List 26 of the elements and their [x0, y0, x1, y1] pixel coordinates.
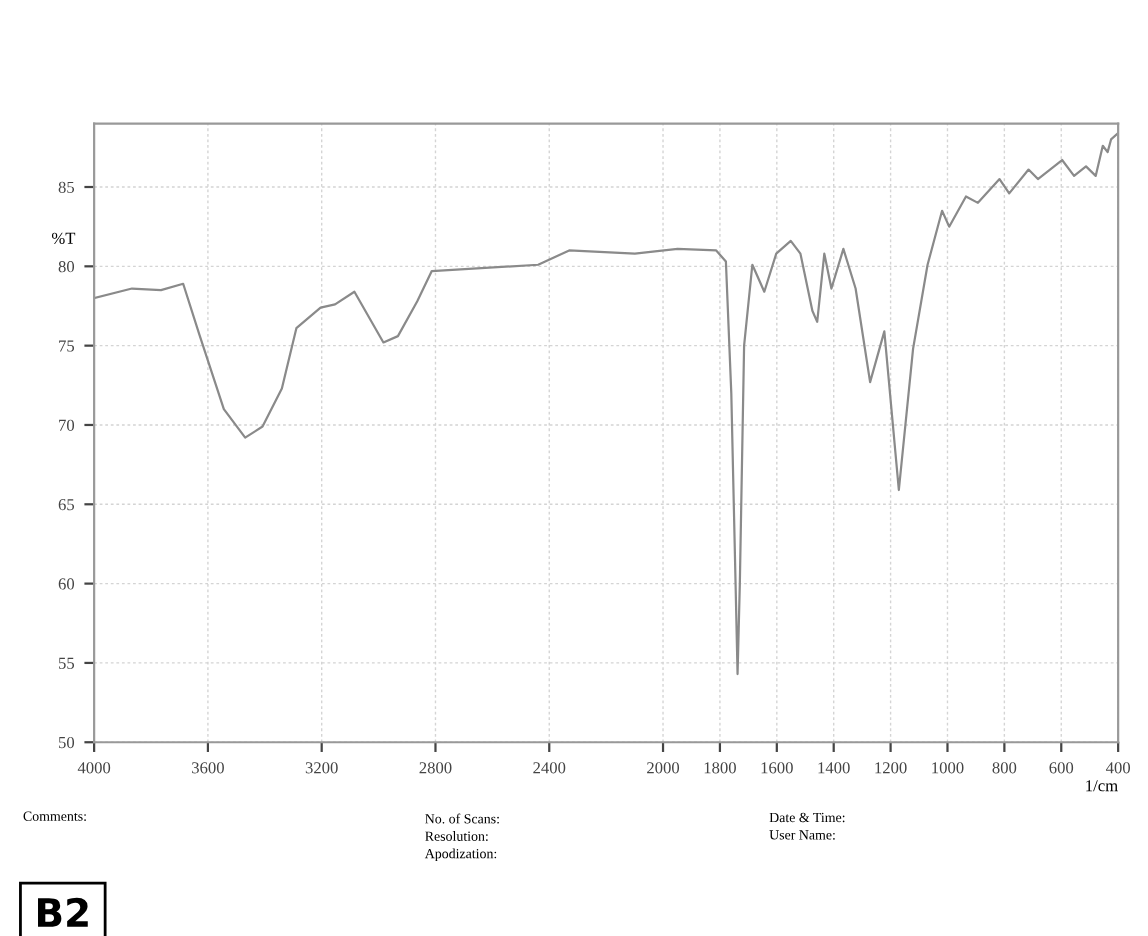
x-tick-label: 3600 [192, 762, 224, 774]
y-tick-label: 85 [58, 181, 75, 193]
x-tick-label: 800 [992, 762, 1017, 774]
y-tick-label: 70 [59, 419, 75, 431]
y-tick-label: 55 [58, 657, 75, 669]
x-tick-label: 400 [1105, 762, 1131, 774]
x-tick-label: 600 [1049, 762, 1074, 774]
x-tick-label: 1800 [704, 762, 736, 774]
x-tick-label: 1000 [932, 762, 964, 774]
x-tick-label: 3200 [305, 762, 338, 774]
x-tick-label: 2400 [533, 762, 566, 774]
y-tick-label: 75 [59, 340, 75, 352]
y-tick-label: 65 [58, 499, 75, 511]
x-tick-label: 1600 [761, 762, 793, 774]
x-tick-label: 1200 [875, 762, 907, 774]
y-tick-label: 60 [58, 578, 75, 590]
line-series [94, 131, 1119, 676]
text: B2 [38, 897, 88, 927]
x-tick-label: 2800 [419, 762, 452, 774]
x-axis-title: 1/cm [1086, 780, 1118, 792]
x-tick-label: 2000 [647, 762, 680, 774]
y-tick-label: 80 [58, 261, 75, 273]
y-tick-label: 50 [58, 736, 75, 749]
x-tick-label: 4000 [77, 762, 111, 774]
y-axis-title: %T [51, 232, 76, 244]
x-tick-label: 1400 [818, 762, 850, 774]
